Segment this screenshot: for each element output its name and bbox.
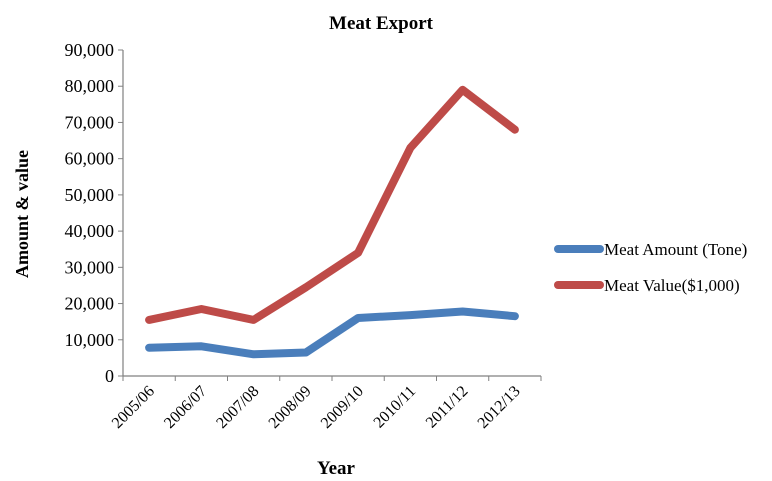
- data-point: [409, 314, 412, 317]
- data-point: [200, 345, 203, 348]
- legend: Meat Amount (Tone) Meat Value($1,000): [554, 240, 747, 295]
- axes: [118, 49, 542, 381]
- data-point: [148, 346, 151, 349]
- x-tick-label: 2010/11: [371, 383, 420, 432]
- data-point: [409, 146, 412, 149]
- data-point: [461, 88, 464, 91]
- data-point: [252, 353, 255, 356]
- data-point: [357, 317, 360, 319]
- x-tick-label: 2008/09: [266, 383, 315, 432]
- y-tick-label: 60,000: [65, 149, 115, 169]
- data-point: [357, 251, 360, 254]
- y-tick-labels: 0 10,000 20,000 30,000 40,000 50,000 60,000 70,…: [65, 40, 115, 386]
- data-point: [200, 308, 203, 310]
- y-tick-label: 10,000: [65, 330, 115, 350]
- x-tick-label: 2006/07: [161, 383, 210, 432]
- x-tick-label: 2005/06: [109, 383, 158, 432]
- series-line-0: [145, 307, 519, 359]
- y-tick-label: 20,000: [65, 294, 115, 314]
- x-tick-labels: 2005/06 2006/07 2007/08 2008/09 2009/10 2010/…: [109, 383, 524, 432]
- data-point: [513, 128, 516, 131]
- series-lines: [145, 85, 519, 359]
- data-point: [304, 351, 307, 354]
- legend-label: Meat Value($1,000): [604, 276, 740, 295]
- y-tick-label: 80,000: [65, 76, 115, 96]
- y-axis-title: Amount & value: [12, 150, 32, 278]
- series-line-1: [145, 85, 519, 324]
- x-axis-title: Year: [317, 458, 356, 479]
- data-point: [148, 318, 151, 321]
- x-tick-label: 2012/13: [475, 383, 524, 432]
- data-point: [513, 315, 516, 318]
- data-point: [304, 286, 307, 289]
- y-tick-label: 0: [105, 366, 114, 386]
- data-point: [252, 318, 255, 321]
- x-tick-label: 2011/12: [423, 383, 472, 432]
- y-tick-label: 30,000: [65, 257, 115, 277]
- x-tick-label: 2009/10: [318, 383, 367, 432]
- legend-label: Meat Amount (Tone): [604, 240, 747, 259]
- y-tick-label: 40,000: [65, 221, 115, 241]
- y-tick-label: 70,000: [65, 112, 115, 132]
- y-tick-label: 50,000: [65, 185, 115, 205]
- data-point: [461, 310, 464, 313]
- chart-title: Meat Export: [329, 13, 434, 34]
- x-tick-label: 2007/08: [213, 383, 262, 432]
- y-tick-label: 90,000: [65, 40, 115, 60]
